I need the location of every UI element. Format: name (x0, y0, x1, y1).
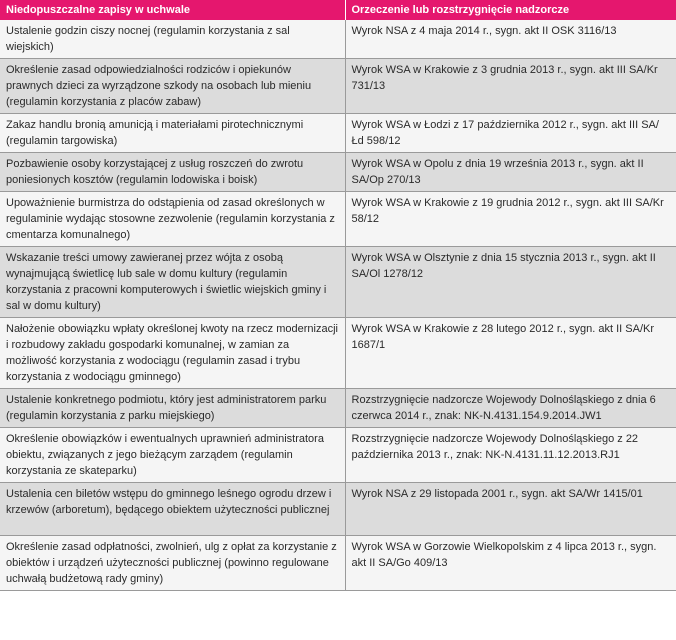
header-inadmissible-provisions: Niedopuszczalne zapisy w uchwale (0, 0, 346, 20)
ruling-cell: Wyrok WSA w Opolu z dnia 19 września 201… (345, 152, 676, 192)
header-ruling: Orzeczenie lub rozstrzygnięcie nadzorcze (345, 0, 676, 20)
table-row: Określenie obowiązków i ewentualnych upr… (0, 427, 676, 483)
table-row: Nałożenie obowiązku wpłaty określonej kw… (0, 317, 676, 389)
table-row: Pozbawienie osoby korzystającej z usług … (0, 152, 676, 192)
ruling-cell: Wyrok WSA w Gorzowie Wielkopolskim z 4 l… (345, 535, 676, 591)
provision-cell: Zakaz handlu bronią amunicją i materiała… (0, 113, 346, 153)
ruling-cell: Wyrok WSA w Krakowie z 28 lutego 2012 r.… (345, 317, 676, 389)
provision-cell: Określenie obowiązków i ewentualnych upr… (0, 427, 346, 483)
provision-cell: Ustalenie konkretnego podmiotu, który je… (0, 388, 346, 428)
table-row: Określenie zasad odpowiedzialności rodzi… (0, 58, 676, 114)
provision-cell: Ustalenie godzin ciszy nocnej (regulamin… (0, 20, 346, 59)
ruling-cell: Wyrok WSA w Krakowie z 19 grudnia 2012 r… (345, 191, 676, 247)
table-row: Ustalenie konkretnego podmiotu, który je… (0, 388, 676, 428)
ruling-cell: Wyrok WSA w Olsztynie z dnia 15 stycznia… (345, 246, 676, 318)
rulings-table: Niedopuszczalne zapisy w uchwale Orzecze… (0, 0, 676, 591)
ruling-cell: Wyrok WSA w Łodzi z 17 października 2012… (345, 113, 676, 153)
table-row: Zakaz handlu bronią amunicją i materiała… (0, 113, 676, 153)
table-row: Ustalenie godzin ciszy nocnej (regulamin… (0, 20, 676, 59)
table-body: Ustalenie godzin ciszy nocnej (regulamin… (0, 20, 676, 591)
ruling-cell: Rozstrzygnięcie nadzorcze Wojewody Dolno… (345, 427, 676, 483)
table-row: Wskazanie treści umowy zawieranej przez … (0, 246, 676, 318)
provision-cell: Nałożenie obowiązku wpłaty określonej kw… (0, 317, 346, 389)
ruling-cell: Wyrok NSA z 29 listopada 2001 r., sygn. … (345, 482, 676, 536)
table-row: Określenie zasad odpłatności, zwolnień, … (0, 535, 676, 591)
provision-cell: Ustalenia cen biletów wstępu do gminnego… (0, 482, 346, 536)
table-row: Upoważnienie burmistrza do odstąpienia o… (0, 191, 676, 247)
provision-cell: Pozbawienie osoby korzystającej z usług … (0, 152, 346, 192)
table-row: Ustalenia cen biletów wstępu do gminnego… (0, 482, 676, 536)
provision-cell: Określenie zasad odpowiedzialności rodzi… (0, 58, 346, 114)
table-header-row: Niedopuszczalne zapisy w uchwale Orzecze… (0, 0, 676, 20)
ruling-cell: Wyrok NSA z 4 maja 2014 r., sygn. akt II… (345, 20, 676, 59)
ruling-cell: Wyrok WSA w Krakowie z 3 grudnia 2013 r.… (345, 58, 676, 114)
ruling-cell: Rozstrzygnięcie nadzorcze Wojewody Dolno… (345, 388, 676, 428)
provision-cell: Określenie zasad odpłatności, zwolnień, … (0, 535, 346, 591)
provision-cell: Upoważnienie burmistrza do odstąpienia o… (0, 191, 346, 247)
provision-cell: Wskazanie treści umowy zawieranej przez … (0, 246, 346, 318)
